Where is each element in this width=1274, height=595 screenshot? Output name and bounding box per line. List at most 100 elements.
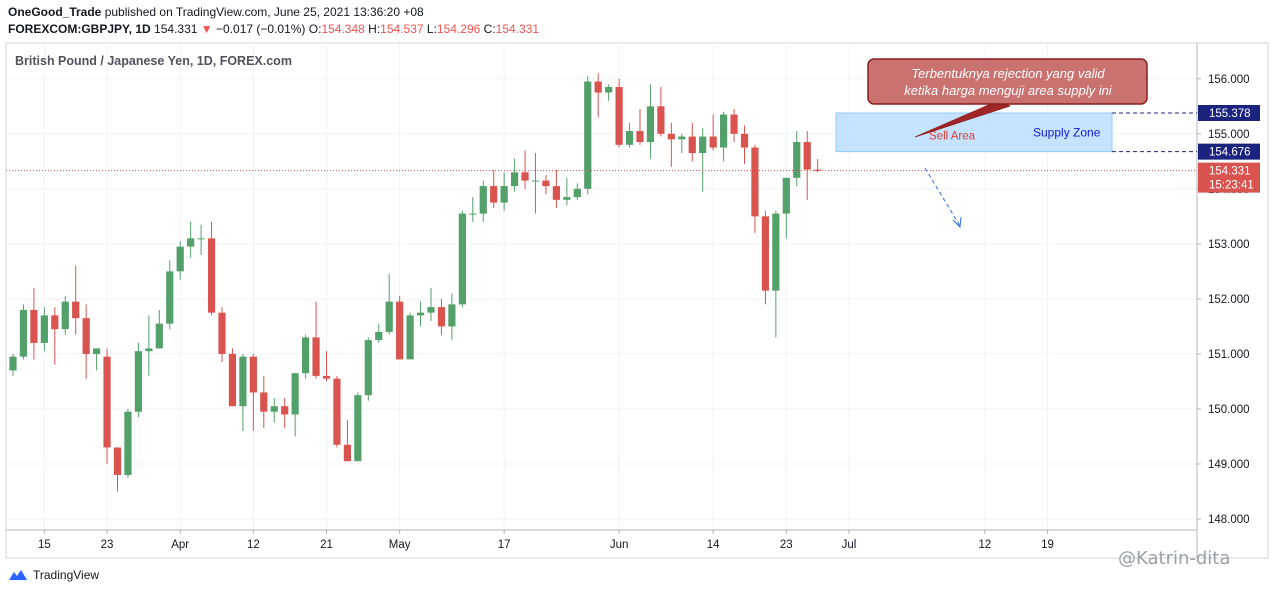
candle-body (730, 114, 738, 134)
projection-arrow-icon (952, 216, 962, 229)
candle (9, 353, 17, 376)
candle (751, 144, 759, 233)
candle (218, 307, 226, 363)
open-label: O: (308, 22, 322, 36)
price-axis[interactable]: 148.000 149.000 150.000 151.000 152.000 153.0… (1197, 74, 1250, 526)
candle-body (40, 315, 48, 343)
candle (228, 348, 237, 407)
candle-body (113, 447, 122, 475)
sell-area-label: Sell Area (929, 130, 976, 142)
candle-body (625, 131, 634, 145)
zone-bottom-price-tag (1198, 143, 1260, 160)
candle (343, 419, 351, 462)
candle-body (751, 147, 759, 217)
candle-body (709, 136, 717, 148)
candle (458, 210, 466, 308)
y-tick-label: 150.000 (1208, 404, 1250, 416)
candle-body (636, 131, 644, 143)
candle-body (270, 406, 278, 412)
candle-body (740, 133, 749, 148)
candle-body (134, 351, 142, 412)
x-tick-label: 12 (978, 539, 991, 551)
time-axis[interactable]: 15 23 Apr 12 21 May 17 Jun 14 23 Jul 12 19 (38, 530, 1054, 551)
candle-body (19, 309, 28, 357)
candle-body (176, 246, 184, 272)
candle (511, 158, 519, 192)
candle-body (615, 87, 623, 145)
low-value: 154.296 (436, 22, 481, 36)
candle (322, 351, 331, 382)
candle (646, 84, 655, 159)
author-name[interactable]: OneGood_Trade (8, 5, 102, 19)
candle (364, 337, 372, 401)
candle-body (30, 309, 38, 343)
y-tick-label: 148.000 (1208, 514, 1250, 526)
callout-line-2: ketika harga menguji area supply ini (904, 83, 1113, 98)
candle (636, 109, 644, 145)
candle (793, 131, 801, 187)
candle-body (720, 114, 728, 148)
candle-body (542, 180, 550, 187)
candle-body (281, 406, 289, 415)
supply-zone-box[interactable] (835, 112, 1113, 153)
candle-body (563, 197, 571, 200)
y-tick-label: 149.000 (1208, 459, 1250, 471)
candle (354, 392, 362, 462)
candle-body (657, 106, 665, 134)
x-tick-label: 14 (707, 539, 720, 551)
projection-line (924, 167, 961, 227)
candle (260, 375, 268, 429)
candle-body (416, 312, 425, 316)
candle (531, 153, 540, 214)
candle-body (594, 81, 602, 93)
candle-body (761, 216, 769, 291)
candle-body (375, 331, 383, 341)
candle (761, 210, 769, 305)
candle-body (260, 392, 268, 412)
tradingview-logo[interactable]: TradingView (8, 568, 99, 582)
candle-body (469, 213, 477, 215)
supply-zone-label: Supply Zone (1033, 125, 1101, 139)
candle (469, 197, 477, 222)
candle-body (145, 348, 153, 352)
candle-body (573, 188, 581, 198)
candle-body (500, 186, 508, 203)
x-tick-label: May (389, 539, 411, 551)
candle (375, 323, 383, 343)
candle-body (437, 307, 446, 327)
watermark: @Katrin-dita (1118, 548, 1231, 569)
candle (270, 397, 278, 423)
high-label: H: (368, 22, 381, 36)
candle (803, 131, 811, 200)
candle (448, 293, 456, 341)
candle (563, 177, 571, 206)
supply-zone[interactable]: Supply Zone Sell Area (835, 112, 1197, 153)
candle (416, 301, 425, 327)
candle-body (479, 186, 487, 214)
candle (396, 296, 404, 360)
candle (239, 353, 247, 431)
callout-box[interactable] (867, 58, 1148, 105)
candle-body (333, 378, 341, 445)
candle-body (51, 315, 59, 330)
candle (615, 78, 623, 148)
zone-bottom-price-label: 154.676 (1209, 147, 1251, 159)
low-label: L: (426, 22, 437, 36)
y-tick-label: 156.000 (1208, 74, 1250, 86)
current-price-tag (1198, 162, 1260, 193)
close-label: C: (483, 22, 496, 36)
candle-body (584, 81, 592, 189)
candle (72, 265, 80, 335)
candle (166, 260, 174, 330)
x-tick-label: 12 (247, 539, 260, 551)
overlay: Terbentuknya rejection yang valid ketika … (6, 58, 1260, 229)
open-value: 154.348 (321, 22, 365, 36)
y-tick-label: 155.000 (1208, 129, 1250, 141)
candle-body (699, 136, 707, 154)
candle (709, 114, 717, 151)
candle-body (646, 106, 655, 143)
candle-body (103, 356, 111, 448)
candle (594, 73, 602, 118)
last-price: 154.331 (154, 22, 198, 36)
